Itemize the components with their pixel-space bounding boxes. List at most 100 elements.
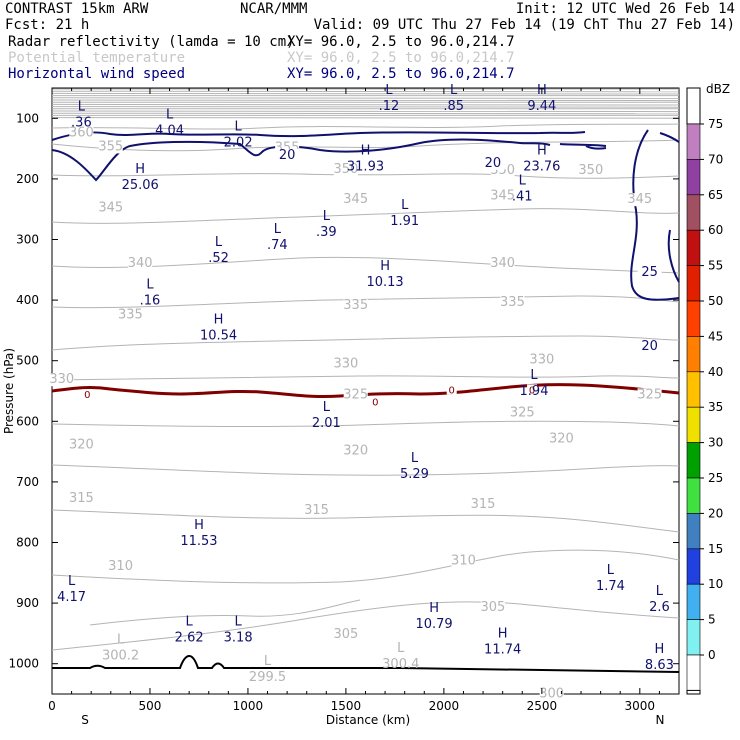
y-tick-label: 400 (16, 293, 39, 307)
theta-contour-label: 325 (510, 405, 535, 420)
theta-line-360 (51, 123, 680, 130)
wind-extremum-kind: L (274, 222, 282, 237)
wind-extremum-kind: L (186, 615, 194, 630)
wind-contour-lines (51, 129, 680, 301)
wind-extremum-value: 2.6 (649, 600, 670, 615)
colorbar-tick-label: 60 (708, 223, 723, 237)
theta-contour-label-bg (98, 140, 123, 154)
theta-contour-label: 310 (451, 553, 476, 568)
colorbar-tick-label: 40 (708, 365, 723, 379)
wind-extremum-value: .41 (512, 189, 533, 204)
theta-contour-label-bg (578, 164, 603, 178)
colorbar-cell (686, 123, 701, 160)
y-tick-label: 700 (16, 475, 39, 489)
colorbar-tick-label: 65 (708, 188, 723, 202)
reflectivity-contour-labels: 0 0 0 0 (82, 384, 538, 409)
colorbar-tick-label: 35 (708, 400, 723, 414)
theta-contour-label: 350 (578, 163, 603, 178)
theta-contour-label: 335 (343, 298, 368, 313)
field-xy-theta: XY= 96.0, 2.5 to 96.0,214.7 (287, 50, 515, 66)
reflectivity-contour-label: 0 (529, 385, 535, 396)
field-xy-reflectivity: XY= 96.0, 2.5 to 96.0,214.7 (287, 34, 515, 50)
theta-contour-label-bg (539, 687, 564, 701)
colorbar-cell (686, 654, 701, 691)
theta-contour-label-bg (69, 438, 94, 452)
colorbar-cell-empty (686, 689, 701, 695)
model-title: CONTRAST 15km ARW (5, 1, 149, 17)
x-axis-label: Distance (km) (326, 713, 410, 727)
wind-contour-label-bg (480, 156, 505, 170)
colorbar-tick-label: 25 (708, 471, 723, 485)
theta-contour-label-bg (471, 497, 496, 511)
reflectivity-contour-label: 0 (372, 398, 378, 409)
wind-extremum-kind: L (519, 173, 527, 188)
wind-extremum-kind: H (498, 627, 508, 642)
reflectivity-contour-label-bg (370, 396, 381, 407)
wind-extremum-value: 10.13 (366, 275, 403, 290)
colorbar-unit: dBZ (706, 82, 730, 96)
theta-contour-label-bg (549, 432, 574, 446)
theta-line-315 (51, 464, 680, 476)
theta-contour-label: 305 (333, 627, 358, 642)
theta-contour-label-bg (343, 193, 368, 207)
theta-contour-label: 345 (98, 201, 123, 216)
y-tick-label: 800 (16, 536, 39, 550)
theta-extremum-value: 300.4 (382, 657, 419, 672)
theta-line-330 (51, 335, 680, 351)
theta-contour-lines (51, 123, 680, 651)
wind-extremum-kind: L (235, 615, 243, 630)
wind-extremum-kind: L (450, 83, 458, 98)
colorbar-cell (686, 336, 701, 373)
theta-line-335 (51, 295, 680, 309)
wind-extremum-kind: L (68, 574, 76, 589)
stratosphere-theta-line (51, 97, 680, 99)
wind-contour-label: 20 (641, 339, 658, 354)
wind-extremum-kind: L (385, 83, 393, 98)
theta-contour-label: 300 (539, 687, 564, 702)
wind-extremum-value: 1.91 (390, 214, 419, 229)
forecast-hour: Fcst: 21 h (5, 17, 89, 33)
theta-contour-label-bg (69, 491, 94, 505)
colorbar-tick-label: 0 (708, 648, 716, 662)
header: CONTRAST 15km ARW Fcst: 21 h NCAR/MMM In… (5, 1, 735, 82)
theta-contour-label-bg (529, 353, 554, 367)
theta-contour-label: 340 (490, 256, 515, 271)
wind-extremum-value: 2.01 (312, 416, 341, 431)
theta-contour-label: 325 (637, 387, 662, 402)
colorbar-tick-label: 30 (708, 436, 723, 450)
wind-extremum-kind: L (656, 584, 664, 599)
colorbar-cell (686, 265, 701, 302)
wind-extremum-value: 10.54 (200, 329, 237, 344)
wind-extremum-value: .74 (267, 238, 288, 253)
wind-contour-label: 20 (279, 148, 296, 163)
theta-line-325 (51, 375, 680, 381)
theta-line-345 (51, 208, 680, 224)
colorbar-cell (686, 300, 701, 337)
theta-contour-label-bg (627, 193, 652, 207)
wind-contour-label: 20 (485, 156, 502, 171)
theta-contour-label: 315 (69, 491, 94, 506)
x-axis-ticks: 0 500 1000 1500 2000 2500 3000 (48, 88, 660, 713)
wind-extremum-value: 23.76 (523, 160, 560, 175)
y-tick-label: 1000 (8, 657, 39, 671)
wind-extremum-value: 9.44 (527, 99, 556, 114)
colorbar-tick-label: 75 (708, 117, 723, 131)
colorbar-cell (686, 406, 701, 443)
stratosphere-theta-line (51, 92, 680, 95)
reflectivity-contour-label-bg (527, 384, 538, 395)
theta-contour-label-bg (343, 299, 368, 313)
theta-contour-label-bg (451, 554, 476, 568)
field-name-wind: Horizontal wind speed (8, 66, 185, 82)
terrain-line (52, 655, 680, 673)
colorbar-cell (686, 229, 701, 266)
x-tick-label: 3000 (625, 699, 656, 713)
theta-line-340 (51, 256, 680, 274)
theta-extremum-kind: L (264, 654, 272, 669)
theta-contour-label: 330 (333, 356, 358, 371)
wind-extremum-kind: H (194, 518, 204, 533)
theta-contour-label-bg (304, 504, 329, 518)
stratosphere-theta-lines (51, 88, 680, 119)
x-endpoint-south: S (81, 713, 89, 727)
colorbar-tick-label: 70 (708, 152, 723, 166)
